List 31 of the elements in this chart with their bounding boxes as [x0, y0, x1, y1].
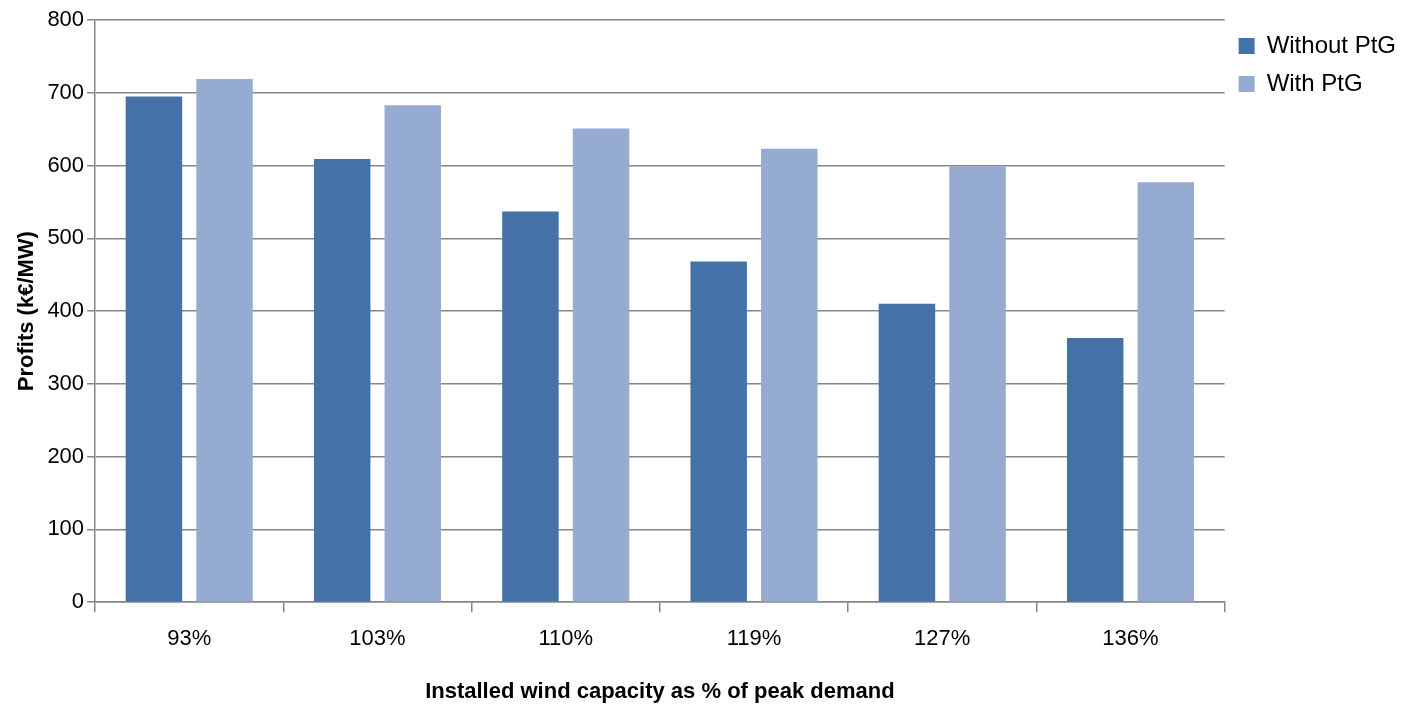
legend-label: With PtG [1266, 68, 1363, 96]
y-tick-label: 700 [47, 78, 85, 104]
bar [384, 105, 442, 602]
bar [878, 303, 936, 602]
y-tick-label: 200 [47, 442, 85, 468]
x-axis-title: Installed wind capacity as % of peak demand [425, 677, 895, 703]
bar [1066, 338, 1124, 602]
x-tick-label: 127% [914, 625, 971, 651]
x-tick-label: 93% [167, 625, 212, 651]
y-tick-label: 300 [47, 369, 85, 395]
bar [949, 166, 1006, 602]
x-tick-label: 103% [349, 625, 406, 651]
x-tick-label: 136% [1102, 625, 1159, 651]
y-tick-label: 500 [47, 224, 85, 250]
x-tick-label: 119% [726, 625, 782, 651]
bar [502, 211, 559, 602]
y-tick-label: 800 [47, 6, 85, 32]
y-tick-label: 600 [47, 151, 85, 177]
bar [196, 78, 253, 602]
bar [1137, 182, 1195, 602]
y-tick-label: 400 [47, 297, 85, 323]
bar [125, 96, 183, 602]
bar [572, 128, 630, 602]
x-tick-label: 110% [538, 625, 594, 651]
bar [313, 159, 371, 602]
bar [761, 148, 818, 602]
legend-label: Without PtG [1266, 30, 1396, 58]
bar [690, 261, 747, 602]
y-axis-title: Profits (k€/MW) [13, 231, 39, 392]
y-tick-label: 0 [71, 588, 85, 614]
y-tick-label: 100 [47, 515, 85, 541]
